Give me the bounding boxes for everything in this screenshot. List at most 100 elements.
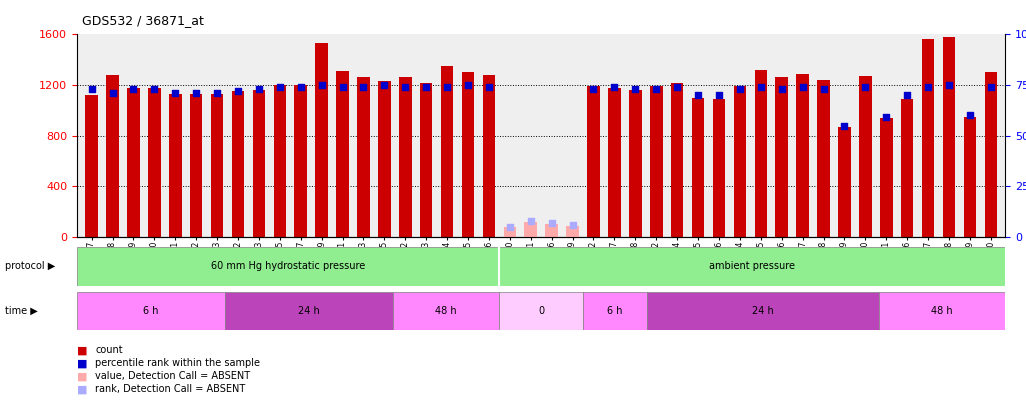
- Text: 48 h: 48 h: [435, 306, 457, 316]
- Bar: [776, 77, 788, 237]
- Point: [334, 84, 351, 90]
- Point: [711, 92, 727, 98]
- Point: [522, 217, 539, 224]
- Point: [146, 86, 162, 92]
- Bar: [524, 222, 537, 237]
- Bar: [337, 71, 349, 237]
- Bar: [225, 292, 394, 330]
- Text: 6 h: 6 h: [143, 306, 159, 316]
- Text: 24 h: 24 h: [299, 306, 320, 316]
- Point: [272, 84, 288, 90]
- Point: [794, 84, 811, 90]
- Text: 0: 0: [539, 306, 544, 316]
- Text: count: count: [95, 345, 123, 355]
- Point: [961, 112, 978, 119]
- Point: [857, 84, 873, 90]
- Point: [669, 84, 685, 90]
- Bar: [462, 72, 474, 237]
- Point: [585, 86, 601, 92]
- Bar: [148, 87, 161, 237]
- Bar: [232, 92, 244, 237]
- Text: ■: ■: [77, 345, 87, 355]
- Point: [564, 222, 581, 228]
- Point: [292, 84, 309, 90]
- Bar: [399, 77, 411, 237]
- Bar: [394, 292, 499, 330]
- Bar: [646, 292, 879, 330]
- Bar: [77, 247, 499, 286]
- Text: rank, Detection Call = ABSENT: rank, Detection Call = ABSENT: [95, 384, 245, 394]
- Bar: [671, 83, 683, 237]
- Text: value, Detection Call = ABSENT: value, Detection Call = ABSENT: [95, 371, 250, 381]
- Bar: [963, 117, 976, 237]
- Bar: [77, 292, 225, 330]
- Bar: [210, 94, 224, 237]
- Point: [377, 82, 393, 88]
- Point: [732, 86, 748, 92]
- Point: [167, 90, 184, 96]
- Text: ■: ■: [77, 384, 87, 394]
- Bar: [420, 83, 433, 237]
- Point: [878, 114, 895, 121]
- Bar: [901, 99, 913, 237]
- Text: ambient pressure: ambient pressure: [709, 261, 795, 271]
- Text: 6 h: 6 h: [607, 306, 623, 316]
- Point: [899, 92, 915, 98]
- Point: [836, 122, 853, 129]
- Bar: [629, 90, 641, 237]
- Text: protocol ▶: protocol ▶: [5, 262, 55, 271]
- Text: 60 mm Hg hydrostatic pressure: 60 mm Hg hydrostatic pressure: [211, 261, 365, 271]
- Bar: [985, 72, 997, 237]
- Point: [230, 88, 246, 94]
- Bar: [754, 70, 767, 237]
- Bar: [169, 94, 182, 237]
- Point: [83, 86, 100, 92]
- Point: [816, 86, 832, 92]
- Bar: [441, 66, 453, 237]
- Point: [209, 90, 226, 96]
- Bar: [943, 37, 955, 237]
- Point: [648, 86, 665, 92]
- Text: percentile rank within the sample: percentile rank within the sample: [95, 358, 261, 368]
- Point: [983, 84, 999, 90]
- Bar: [584, 292, 646, 330]
- Point: [774, 86, 790, 92]
- Point: [941, 82, 957, 88]
- Point: [544, 220, 560, 226]
- Point: [502, 224, 518, 230]
- Point: [439, 84, 456, 90]
- Bar: [608, 87, 621, 237]
- Bar: [921, 40, 935, 237]
- Point: [418, 84, 434, 90]
- Bar: [482, 75, 496, 237]
- Bar: [838, 127, 851, 237]
- Bar: [566, 226, 579, 237]
- Bar: [274, 85, 286, 237]
- Text: 48 h: 48 h: [932, 306, 953, 316]
- Point: [188, 90, 204, 96]
- Bar: [190, 94, 202, 237]
- Bar: [649, 86, 663, 237]
- Bar: [294, 85, 307, 237]
- Bar: [546, 224, 558, 237]
- Bar: [879, 292, 1005, 330]
- Point: [250, 86, 267, 92]
- Bar: [692, 98, 704, 237]
- Bar: [107, 75, 119, 237]
- Bar: [85, 95, 97, 237]
- Point: [397, 84, 413, 90]
- Bar: [796, 74, 808, 237]
- Bar: [818, 80, 830, 237]
- Bar: [859, 76, 872, 237]
- Point: [481, 84, 498, 90]
- Bar: [252, 90, 265, 237]
- Point: [753, 84, 770, 90]
- Bar: [379, 81, 391, 237]
- Point: [460, 82, 476, 88]
- Text: time ▶: time ▶: [5, 306, 38, 316]
- Point: [627, 86, 643, 92]
- Bar: [880, 118, 893, 237]
- Text: ■: ■: [77, 371, 87, 381]
- Point: [125, 86, 142, 92]
- Text: 24 h: 24 h: [752, 306, 774, 316]
